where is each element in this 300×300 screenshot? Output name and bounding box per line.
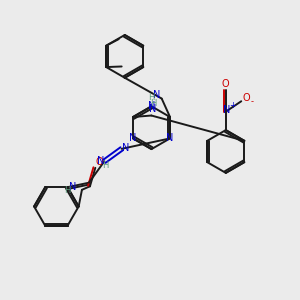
Text: -: - (250, 97, 253, 106)
Text: O: O (222, 79, 230, 89)
Text: +: + (229, 100, 236, 109)
Text: O: O (242, 93, 250, 103)
Text: H: H (148, 94, 154, 103)
Text: N: N (148, 101, 155, 111)
Text: H: H (102, 161, 108, 170)
Text: N: N (69, 182, 76, 193)
Text: H: H (64, 186, 70, 195)
Text: N: N (166, 134, 174, 143)
Text: N: N (122, 143, 130, 153)
Text: N: N (129, 134, 137, 143)
Text: N: N (153, 90, 160, 100)
Text: N: N (97, 156, 104, 166)
Text: H: H (150, 98, 156, 107)
Text: O: O (96, 158, 103, 167)
Text: N: N (223, 105, 230, 115)
Text: N: N (149, 104, 157, 114)
